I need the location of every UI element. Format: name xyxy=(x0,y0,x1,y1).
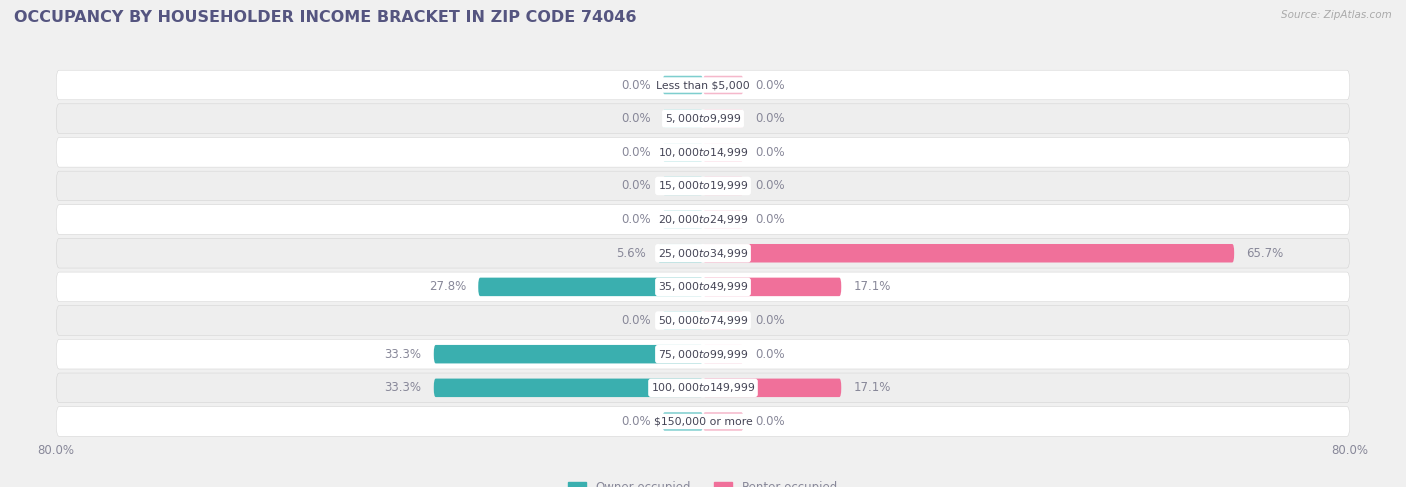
Text: 0.0%: 0.0% xyxy=(621,146,651,159)
FancyBboxPatch shape xyxy=(703,177,744,195)
Text: OCCUPANCY BY HOUSEHOLDER INCOME BRACKET IN ZIP CODE 74046: OCCUPANCY BY HOUSEHOLDER INCOME BRACKET … xyxy=(14,10,637,25)
FancyBboxPatch shape xyxy=(703,278,841,296)
Text: $10,000 to $14,999: $10,000 to $14,999 xyxy=(658,146,748,159)
Text: 33.3%: 33.3% xyxy=(385,381,422,394)
Text: 0.0%: 0.0% xyxy=(755,348,785,361)
FancyBboxPatch shape xyxy=(703,110,744,128)
Text: 17.1%: 17.1% xyxy=(853,281,891,293)
Text: 0.0%: 0.0% xyxy=(621,78,651,92)
Text: $20,000 to $24,999: $20,000 to $24,999 xyxy=(658,213,748,226)
Text: 0.0%: 0.0% xyxy=(621,415,651,428)
FancyBboxPatch shape xyxy=(56,407,1350,436)
Text: 0.0%: 0.0% xyxy=(755,213,785,226)
FancyBboxPatch shape xyxy=(703,412,744,431)
FancyBboxPatch shape xyxy=(56,339,1350,369)
FancyBboxPatch shape xyxy=(478,278,703,296)
FancyBboxPatch shape xyxy=(662,143,703,162)
FancyBboxPatch shape xyxy=(56,373,1350,403)
FancyBboxPatch shape xyxy=(662,210,703,229)
Text: $35,000 to $49,999: $35,000 to $49,999 xyxy=(658,281,748,293)
FancyBboxPatch shape xyxy=(56,104,1350,133)
Text: 0.0%: 0.0% xyxy=(621,314,651,327)
Text: 0.0%: 0.0% xyxy=(755,78,785,92)
Text: $25,000 to $34,999: $25,000 to $34,999 xyxy=(658,247,748,260)
FancyBboxPatch shape xyxy=(434,378,703,397)
Legend: Owner-occupied, Renter-occupied: Owner-occupied, Renter-occupied xyxy=(564,477,842,487)
Text: $15,000 to $19,999: $15,000 to $19,999 xyxy=(658,179,748,192)
FancyBboxPatch shape xyxy=(56,306,1350,336)
FancyBboxPatch shape xyxy=(703,311,744,330)
FancyBboxPatch shape xyxy=(703,76,744,94)
Text: 0.0%: 0.0% xyxy=(755,146,785,159)
Text: $50,000 to $74,999: $50,000 to $74,999 xyxy=(658,314,748,327)
Text: Source: ZipAtlas.com: Source: ZipAtlas.com xyxy=(1281,10,1392,20)
Text: $5,000 to $9,999: $5,000 to $9,999 xyxy=(665,112,741,125)
Text: 0.0%: 0.0% xyxy=(755,314,785,327)
FancyBboxPatch shape xyxy=(56,239,1350,268)
FancyBboxPatch shape xyxy=(56,272,1350,301)
Text: 27.8%: 27.8% xyxy=(429,281,467,293)
FancyBboxPatch shape xyxy=(703,378,841,397)
Text: 0.0%: 0.0% xyxy=(621,213,651,226)
Text: Less than $5,000: Less than $5,000 xyxy=(657,80,749,90)
Text: 0.0%: 0.0% xyxy=(755,415,785,428)
FancyBboxPatch shape xyxy=(662,412,703,431)
FancyBboxPatch shape xyxy=(56,137,1350,167)
FancyBboxPatch shape xyxy=(703,244,1234,262)
Text: $100,000 to $149,999: $100,000 to $149,999 xyxy=(651,381,755,394)
FancyBboxPatch shape xyxy=(434,345,703,363)
FancyBboxPatch shape xyxy=(703,143,744,162)
Text: 0.0%: 0.0% xyxy=(755,112,785,125)
FancyBboxPatch shape xyxy=(56,205,1350,234)
Text: 17.1%: 17.1% xyxy=(853,381,891,394)
Text: 0.0%: 0.0% xyxy=(621,112,651,125)
FancyBboxPatch shape xyxy=(662,177,703,195)
Text: $150,000 or more: $150,000 or more xyxy=(654,416,752,427)
Text: 33.3%: 33.3% xyxy=(385,348,422,361)
FancyBboxPatch shape xyxy=(658,244,703,262)
FancyBboxPatch shape xyxy=(662,76,703,94)
Text: 5.6%: 5.6% xyxy=(616,247,645,260)
Text: 0.0%: 0.0% xyxy=(755,179,785,192)
Text: 65.7%: 65.7% xyxy=(1246,247,1284,260)
Text: $75,000 to $99,999: $75,000 to $99,999 xyxy=(658,348,748,361)
FancyBboxPatch shape xyxy=(662,110,703,128)
FancyBboxPatch shape xyxy=(662,311,703,330)
FancyBboxPatch shape xyxy=(703,345,744,363)
Text: 0.0%: 0.0% xyxy=(621,179,651,192)
FancyBboxPatch shape xyxy=(56,70,1350,100)
FancyBboxPatch shape xyxy=(56,171,1350,201)
FancyBboxPatch shape xyxy=(703,210,744,229)
